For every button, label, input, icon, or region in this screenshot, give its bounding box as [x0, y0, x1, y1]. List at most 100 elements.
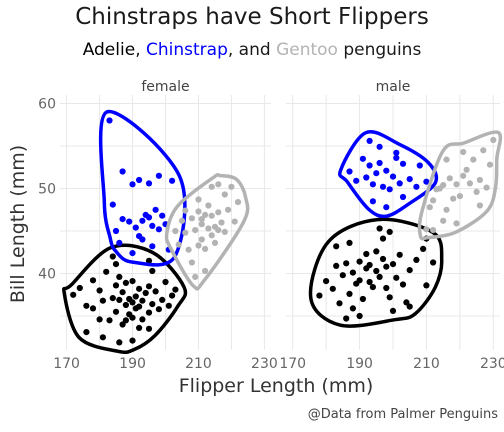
hull-outline	[308, 217, 444, 328]
y-axis-label: Bill Length (mm)	[7, 145, 29, 303]
data-point	[109, 201, 116, 208]
x-tick-label: 170	[53, 356, 80, 372]
data-point	[119, 321, 126, 328]
data-point	[152, 288, 159, 295]
data-point	[112, 282, 120, 289]
data-point	[228, 183, 235, 190]
data-point	[122, 317, 129, 324]
data-point	[198, 221, 205, 228]
data-point	[122, 301, 129, 309]
data-point	[182, 207, 189, 214]
data-point	[456, 193, 463, 200]
data-point	[460, 148, 467, 156]
data-point	[112, 261, 120, 268]
data-point	[343, 315, 350, 322]
data-point	[155, 172, 162, 179]
data-point	[169, 292, 176, 299]
data-point	[393, 274, 400, 281]
data-point	[205, 225, 212, 232]
facet-label: female	[141, 79, 189, 95]
chart-subtitle: Adelie, Chinstrap, and Gentoo penguins	[83, 40, 422, 60]
hull-outline	[62, 243, 188, 355]
data-point	[366, 278, 373, 286]
data-point	[463, 166, 470, 173]
facet-panel-female: female 170 190 210 230 40 50 60	[38, 79, 278, 372]
data-point	[221, 228, 228, 235]
data-point	[466, 180, 473, 187]
data-point	[373, 248, 380, 255]
data-point	[490, 136, 497, 144]
data-point	[208, 212, 215, 219]
data-point	[476, 202, 483, 209]
data-point	[399, 160, 407, 167]
data-point	[175, 241, 182, 248]
data-point	[145, 180, 153, 187]
data-point	[116, 273, 123, 280]
x-tick-label: 230	[251, 356, 278, 372]
data-point	[149, 301, 156, 308]
data-point	[215, 209, 222, 216]
subtitle-text: penguins	[338, 40, 421, 60]
x-tick-label: 190	[119, 356, 146, 372]
data-point	[215, 181, 222, 188]
data-point	[109, 253, 116, 260]
data-point	[349, 269, 356, 276]
subtitle-gentoo: Gentoo	[276, 40, 338, 60]
data-point	[149, 243, 156, 250]
data-point	[129, 314, 136, 321]
data-point	[129, 181, 136, 188]
data-point	[192, 227, 199, 234]
data-point	[389, 307, 397, 314]
data-point	[403, 299, 410, 306]
data-point	[139, 297, 146, 304]
data-point	[406, 267, 413, 274]
data-point	[443, 156, 450, 163]
data-point	[136, 285, 143, 292]
facet-panels: female 170 190 210 230 40 50 60 male 170 190 210 230	[38, 79, 504, 372]
data-point	[346, 290, 353, 297]
data-point	[195, 208, 202, 215]
caption: @Data from Palmer Penguins	[308, 407, 498, 422]
data-point	[329, 285, 336, 292]
hull-outline	[164, 173, 250, 291]
data-point	[483, 184, 490, 191]
data-point	[109, 295, 116, 302]
data-point	[83, 302, 90, 309]
data-point	[192, 273, 199, 280]
data-point	[486, 161, 494, 168]
data-point	[473, 188, 480, 195]
data-point	[386, 186, 393, 193]
data-point	[112, 227, 120, 235]
data-point	[470, 156, 477, 163]
data-point	[359, 295, 366, 303]
data-point	[423, 178, 430, 185]
data-point	[373, 170, 380, 177]
data-point	[225, 206, 232, 213]
series-adelie	[308, 217, 444, 328]
data-point	[142, 289, 149, 297]
data-point	[389, 173, 397, 180]
data-point	[83, 329, 90, 336]
data-point	[129, 250, 136, 257]
data-point	[76, 284, 83, 292]
data-point	[333, 243, 340, 250]
data-point	[172, 227, 179, 235]
data-point	[198, 236, 205, 243]
facet-label: male	[376, 79, 411, 95]
data-point	[383, 263, 390, 270]
data-point	[379, 183, 387, 190]
data-point	[383, 284, 390, 292]
data-point	[155, 306, 162, 313]
data-point	[136, 303, 143, 310]
data-point	[96, 287, 103, 294]
data-point	[393, 149, 400, 156]
data-point	[149, 267, 156, 275]
data-point	[359, 155, 366, 162]
data-point	[116, 339, 123, 346]
data-point	[159, 296, 166, 303]
data-point	[231, 218, 238, 225]
data-point	[188, 215, 195, 222]
hull-outline	[98, 109, 187, 267]
series-gentoo	[417, 130, 503, 241]
